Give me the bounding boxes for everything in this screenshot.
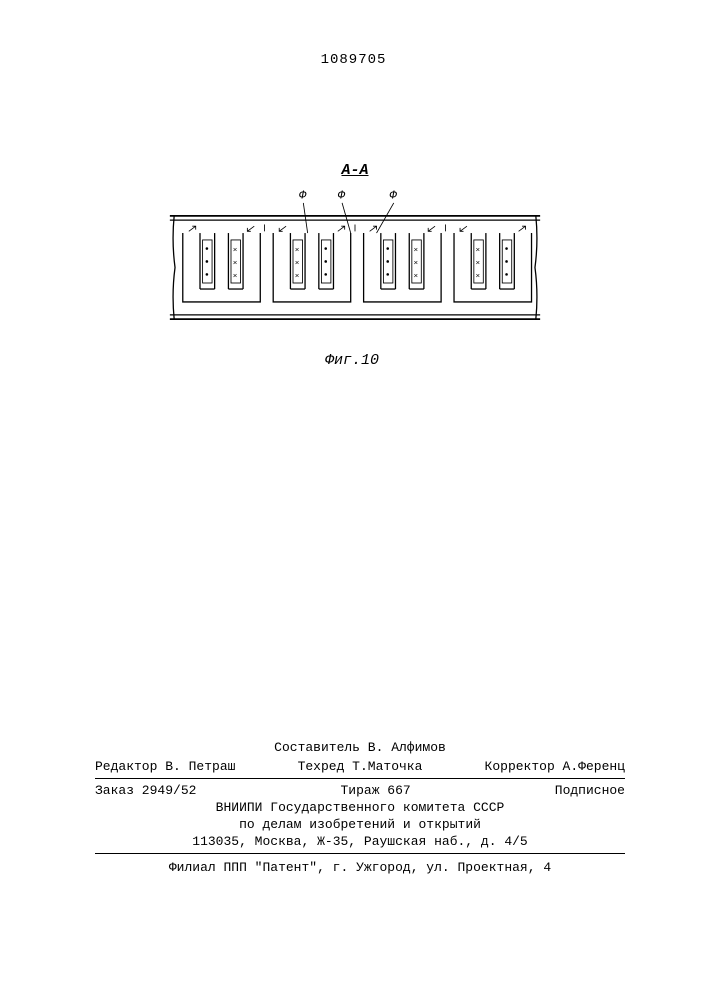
svg-text:Ф: Ф: [389, 190, 397, 203]
svg-text:×: ×: [233, 247, 238, 255]
corrector: Корректор А.Ференц: [485, 759, 625, 774]
svg-text:×: ×: [476, 247, 481, 255]
divider-2: [95, 853, 625, 854]
svg-text:×: ×: [295, 247, 300, 255]
svg-text:Ф: Ф: [338, 190, 346, 203]
svg-text:×: ×: [295, 273, 300, 281]
circulation: Тираж 667: [340, 783, 410, 798]
order: Заказ 2949/52: [95, 783, 196, 798]
svg-text:×: ×: [476, 273, 481, 281]
svg-text:×: ×: [414, 260, 419, 268]
branch: Филиал ППП "Патент", г. Ужгород, ул. Про…: [95, 860, 625, 875]
divider-1: [95, 778, 625, 779]
figure-container: А-А Ф Ф Ф: [140, 190, 570, 345]
editor: Редактор В. Петраш: [95, 759, 235, 774]
techred: Техред Т.Маточка: [298, 759, 423, 774]
subscription: Подписное: [555, 783, 625, 798]
composer: Составитель В. Алфимов: [95, 740, 625, 755]
svg-text:×: ×: [233, 273, 238, 281]
svg-text:×: ×: [233, 260, 238, 268]
svg-text:×: ×: [414, 273, 419, 281]
svg-text:×: ×: [295, 260, 300, 268]
diagram-svg: Ф Ф Ф: [140, 190, 570, 345]
address: 113035, Москва, Ж-35, Раушская наб., д. …: [95, 834, 625, 849]
org1: ВНИИПИ Государственного комитета СССР: [95, 800, 625, 815]
svg-text:Ф: Ф: [299, 190, 307, 203]
figure-caption: Фиг.10: [325, 352, 379, 369]
section-label: А-А: [341, 162, 368, 179]
svg-text:×: ×: [414, 247, 419, 255]
org2: по делам изобретений и открытий: [95, 817, 625, 832]
page-number: 1089705: [321, 52, 387, 68]
credits-block: Составитель В. Алфимов Редактор В. Петра…: [95, 740, 625, 875]
svg-text:×: ×: [476, 260, 481, 268]
